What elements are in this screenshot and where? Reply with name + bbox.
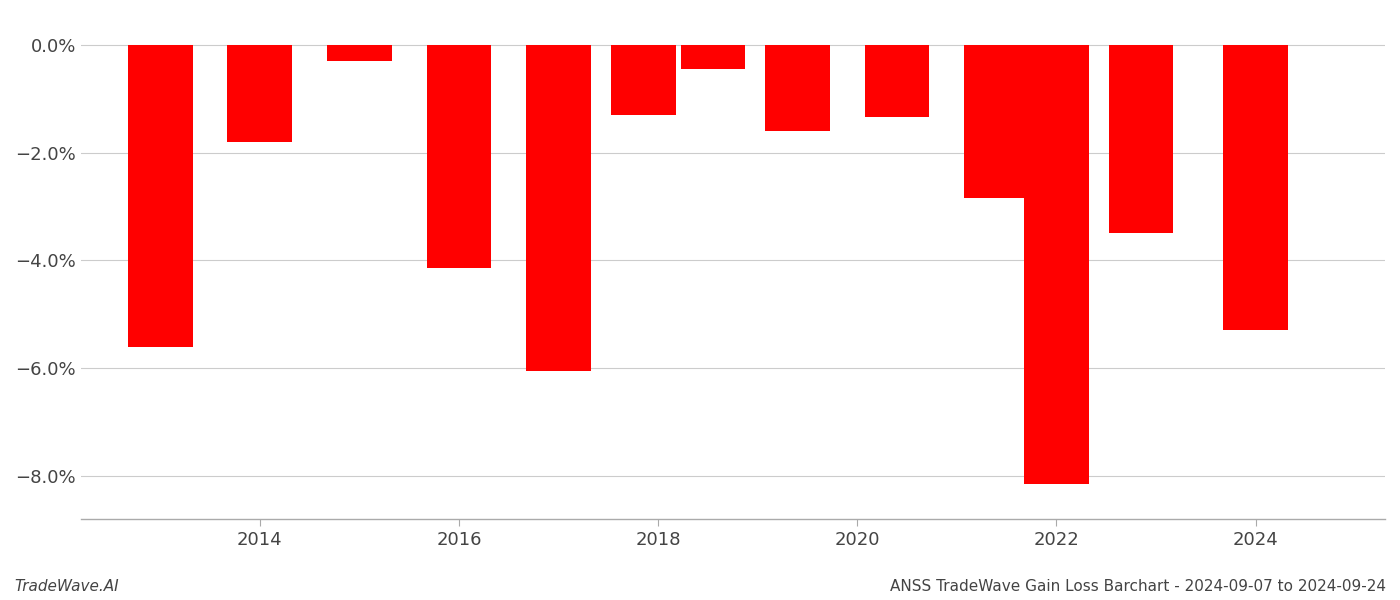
Bar	[1224, 44, 1288, 331]
Bar	[610, 44, 676, 115]
Bar	[127, 44, 193, 347]
Bar	[427, 44, 491, 268]
Bar	[227, 44, 293, 142]
Bar	[865, 44, 930, 118]
Bar	[766, 44, 830, 131]
Bar	[328, 44, 392, 61]
Bar	[680, 44, 745, 69]
Text: ANSS TradeWave Gain Loss Barchart - 2024-09-07 to 2024-09-24: ANSS TradeWave Gain Loss Barchart - 2024…	[890, 579, 1386, 594]
Bar	[965, 44, 1029, 199]
Text: TradeWave.AI: TradeWave.AI	[14, 579, 119, 594]
Bar	[1109, 44, 1173, 233]
Bar	[1023, 44, 1089, 484]
Bar	[526, 44, 591, 371]
